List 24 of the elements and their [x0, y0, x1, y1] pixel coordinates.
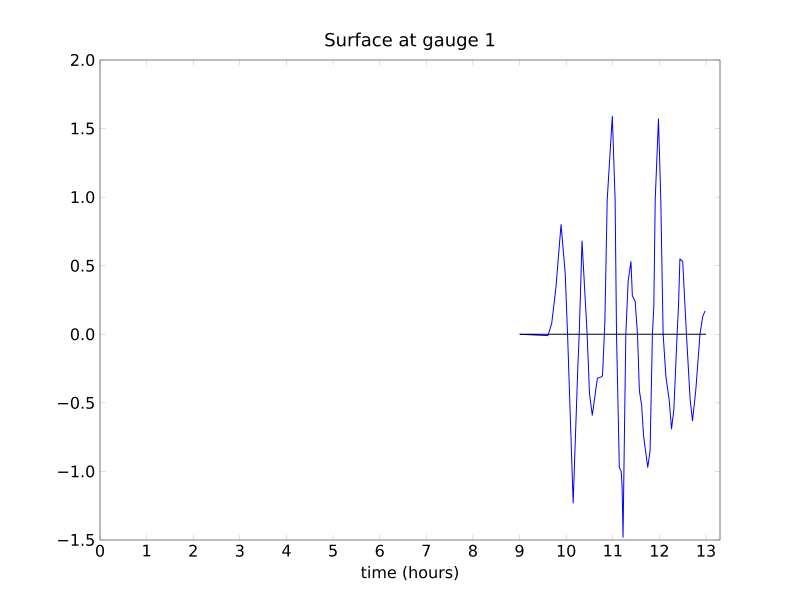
y-tick-label: 1.0 — [72, 191, 94, 204]
x-tick-label: 13 — [698, 544, 715, 557]
y-tick-label: −1.0 — [58, 465, 94, 478]
x-axis-title: time (hours) — [361, 566, 458, 580]
x-tick-label: 1 — [143, 544, 150, 556]
x-tick-label: 10 — [558, 544, 576, 557]
x-tick-label: 5 — [329, 544, 337, 557]
y-tick-label: −0.5 — [58, 396, 94, 409]
x-tick-label: 8 — [468, 544, 477, 557]
y-tick-label: −1.5 — [58, 534, 94, 546]
x-tick-label: 6 — [376, 544, 384, 557]
y-tick-label: 1.5 — [72, 122, 94, 135]
x-tick-label: 12 — [650, 544, 668, 557]
x-tick-label: 4 — [282, 544, 291, 556]
y-tick-label: 2.0 — [71, 54, 94, 66]
x-tick-label: 7 — [422, 544, 430, 556]
y-tick-label: 0.5 — [70, 260, 94, 272]
chart-title: Surface at gauge 1 — [325, 32, 494, 50]
x-tick-label: 11 — [604, 544, 622, 556]
x-tick-label: 0 — [96, 544, 104, 557]
x-tick-label: 9 — [515, 544, 524, 557]
x-tick-label: 3 — [236, 544, 244, 557]
y-tick-label: 0.0 — [70, 328, 94, 340]
x-tick-label: 2 — [189, 544, 197, 557]
